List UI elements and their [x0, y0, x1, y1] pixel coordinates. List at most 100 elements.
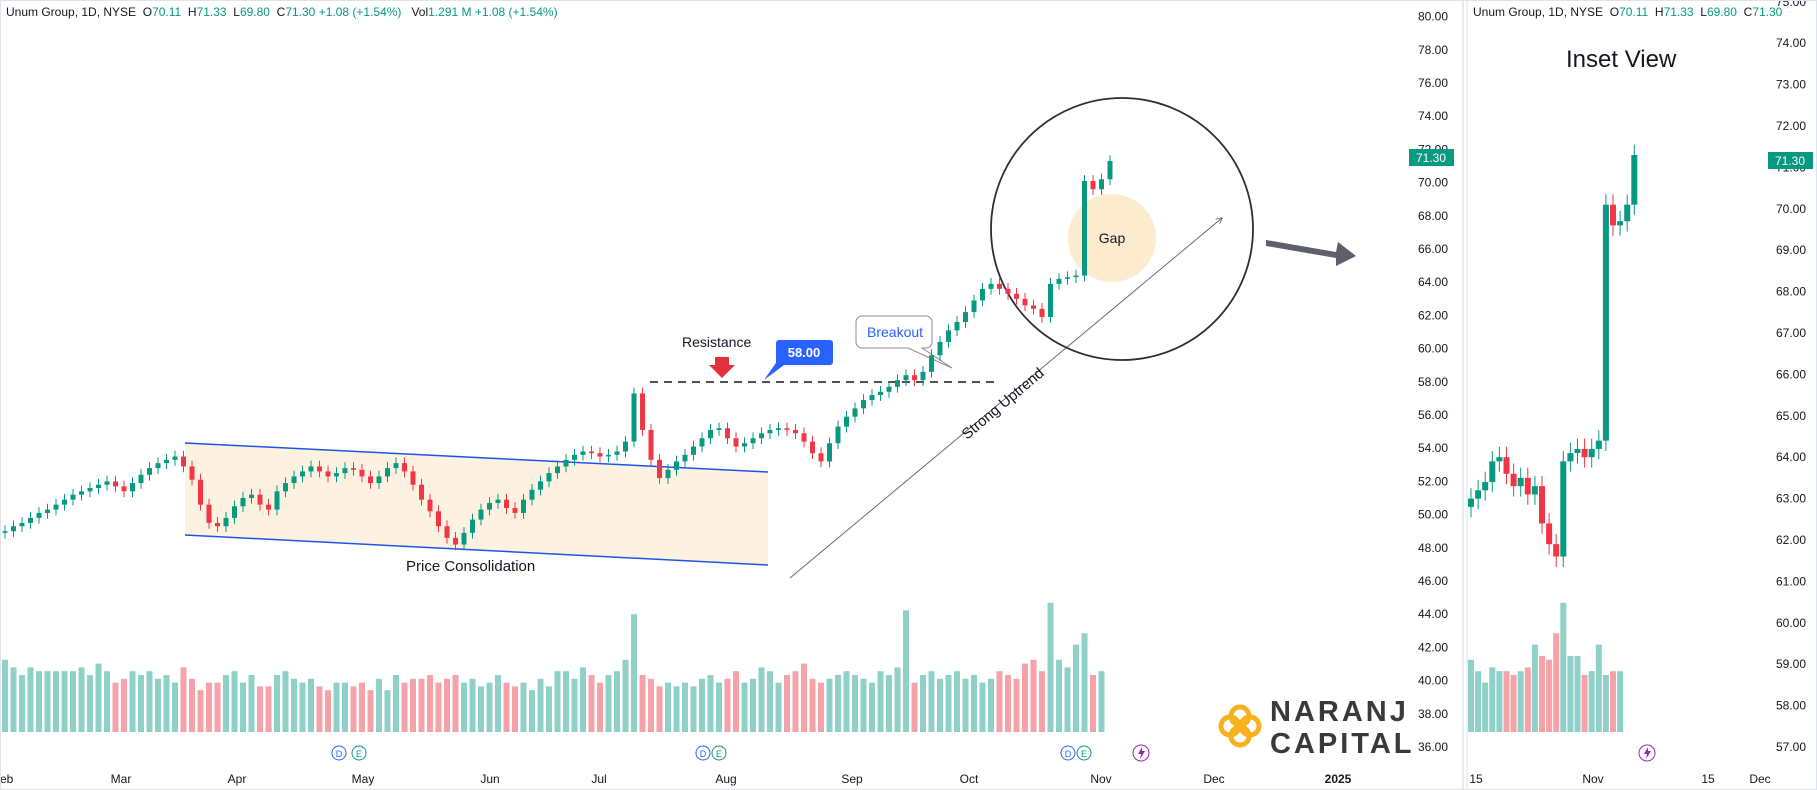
volume-bar [945, 675, 952, 732]
y-axis-tick-label: 36.00 [1418, 740, 1448, 754]
level-label-box [776, 340, 833, 365]
candle-body [1567, 453, 1574, 462]
dividend-marker-icon[interactable] [695, 745, 711, 761]
volume-bar [78, 667, 85, 732]
volume-bar [546, 686, 552, 732]
candle-body [1539, 486, 1545, 524]
inset-open-value: 70.11 [1619, 5, 1649, 19]
volume-bar [1039, 671, 1045, 732]
candle-body [852, 408, 858, 417]
volume-bar [214, 682, 221, 732]
candle-body [1624, 204, 1631, 222]
main-price-axis[interactable]: 80.0078.0076.0074.0072.0070.0068.0066.00… [1418, 10, 1448, 754]
volume-bar [1553, 633, 1560, 732]
volume-bar [10, 667, 17, 732]
volume-bar [1073, 644, 1079, 732]
x-axis-tick-label: 15 [1701, 772, 1715, 786]
main-symbol[interactable]: Unum Group, 1D, NYSE [6, 5, 137, 19]
inset-time-axis[interactable]: 15 Nov 15 Dec [1469, 772, 1770, 786]
y-axis-tick-label: 66.00 [1776, 367, 1806, 381]
volume-bar [843, 671, 850, 732]
x-axis-tick-label: 15 [1469, 772, 1483, 786]
gap-label: Gap [1099, 230, 1126, 246]
volume-bar [750, 678, 756, 732]
x-axis-tick-label: Mar [111, 772, 132, 786]
volume-bar [197, 690, 204, 732]
volume-bar [648, 678, 654, 732]
candle-body [393, 463, 399, 469]
candle-body [1031, 305, 1036, 309]
y-axis-tick-label: 73.00 [1776, 78, 1806, 92]
inset-last-price-text: 71.30 [1775, 154, 1805, 168]
x-axis-tick-label: Sep [841, 772, 863, 786]
volume-bar [452, 675, 459, 732]
earnings-marker-icon[interactable] [351, 745, 367, 761]
candle-body [1595, 440, 1602, 449]
main-last-price-tag [1409, 149, 1454, 166]
candle-body [79, 491, 84, 495]
volume-bar [1030, 659, 1037, 732]
candle-body [793, 429, 798, 434]
inset-close-value: 71.30 [1752, 5, 1783, 19]
main-time-axis[interactable]: Feb Mar Apr May Jun Jul Aug Sep Oct Nov Dec 2025 [0, 772, 1352, 786]
inset-symbol[interactable]: Unum Group, 1D, NYSE [1473, 5, 1604, 19]
volume-bar [1475, 671, 1482, 732]
inset-low-value: 69.80 [1706, 5, 1737, 19]
y-axis-tick-label: 76.00 [1418, 76, 1448, 90]
candle-body [266, 504, 271, 510]
event-markers[interactable]: D E D E D E [331, 744, 1656, 762]
volume-bar [189, 678, 195, 732]
volume-bar [1047, 602, 1054, 732]
candle-body [232, 506, 237, 518]
inset-high-value: 71.33 [1663, 5, 1694, 19]
candle-body [1039, 308, 1045, 318]
volume-bar [597, 682, 603, 732]
candle-body [538, 481, 543, 490]
earnings-marker-icon[interactable] [1076, 745, 1092, 761]
candle-body [971, 300, 977, 313]
candle-body [351, 468, 356, 470]
volume-bar [257, 686, 263, 732]
candle-body [342, 468, 348, 474]
candle-body [45, 509, 50, 513]
volume-bar [333, 682, 340, 732]
volume-bar [1489, 667, 1496, 732]
volume-bar [903, 610, 909, 732]
candle-body [767, 429, 773, 434]
y-axis-tick-label: 59.00 [1776, 657, 1806, 671]
candle-body [300, 471, 305, 477]
candle-body [495, 499, 501, 503]
candle-body [504, 499, 509, 508]
volume-bar [1602, 675, 1609, 732]
candle-body [674, 461, 679, 470]
volume-bar [427, 675, 433, 732]
main-chart-panel[interactable] [184, 97, 1254, 579]
x-axis-tick-label: Dec [1749, 772, 1770, 786]
y-axis-tick-label: 65.00 [1776, 409, 1806, 423]
y-axis-tick-label: 68.00 [1418, 209, 1448, 223]
candle-body [682, 454, 688, 462]
inset-title: Inset View [1566, 46, 1677, 73]
candle-body [920, 371, 926, 381]
earnings-marker-icon[interactable] [711, 745, 727, 761]
volume-bar [835, 675, 841, 732]
volume-bar [954, 671, 960, 732]
y-axis-tick-label: 61.00 [1776, 574, 1806, 588]
candle-body [317, 466, 322, 472]
dividend-marker-icon[interactable] [1060, 745, 1076, 761]
volume-bar [520, 682, 527, 732]
volume-bar [1560, 602, 1567, 732]
svg-text:D: D [1065, 749, 1072, 759]
volume-bar [325, 690, 331, 732]
dividend-marker-icon[interactable] [331, 745, 347, 761]
candle-body [1482, 482, 1489, 491]
volume-bar [367, 690, 374, 732]
volume-bar [1510, 675, 1517, 732]
y-axis-tick-label: 75.00 [1776, 0, 1806, 9]
candle-body [614, 451, 620, 455]
candle-body [1503, 457, 1510, 474]
inset-price-axis[interactable]: 75.0074.0073.0072.0071.0070.0069.0068.00… [1776, 0, 1806, 754]
main-high-value: 71.33 [196, 5, 227, 19]
svg-text:E: E [1081, 749, 1087, 759]
candle-body [1082, 180, 1087, 276]
